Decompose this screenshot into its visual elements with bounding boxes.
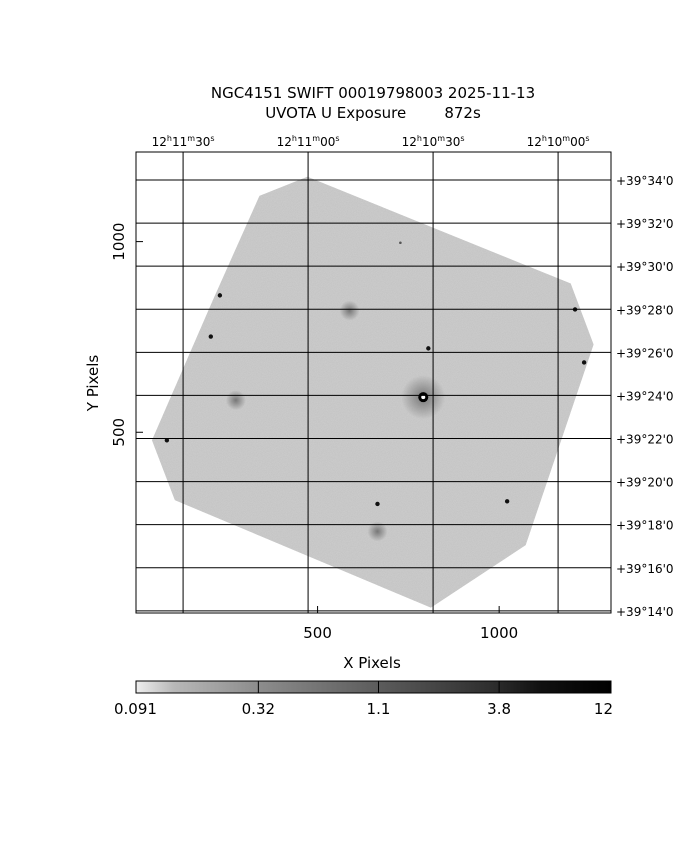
ra-tick-label: 12h10m30s	[402, 134, 465, 149]
x-axis-label: X Pixels	[343, 654, 401, 672]
dec-tick-label: +39°18'0	[616, 519, 674, 533]
colorbar-tick-label: 3.8	[487, 700, 511, 718]
colorbar-tick-label: 0.091	[114, 700, 157, 718]
dec-tick-label: +39°32'0	[616, 217, 674, 231]
star-source	[217, 293, 223, 298]
nucleus-core	[421, 395, 426, 400]
chart-title: NGC4151 SWIFT 00019798003 2025-11-13	[211, 84, 535, 102]
star-source	[208, 334, 214, 339]
coordinate-grid	[136, 152, 611, 613]
star-source	[375, 501, 380, 507]
dec-tick-label: +39°24'0	[616, 389, 674, 403]
dec-tick-label: +39°30'0	[616, 260, 674, 274]
ra-tick-label: 12h11m30s	[152, 134, 215, 149]
x-tick-label: 1000	[480, 624, 518, 642]
y-axis-label: Y Pixels	[84, 355, 102, 413]
x-tick-label: 500	[303, 624, 332, 642]
colorbar-tick-label: 0.32	[242, 700, 275, 718]
faint-source	[399, 241, 402, 245]
y-tick-label: 500	[110, 418, 128, 447]
star-source	[504, 499, 510, 504]
diffuse-source	[339, 300, 360, 321]
star-source	[581, 360, 587, 365]
ra-tick-label: 12h11m00s	[277, 134, 340, 149]
star-source	[164, 438, 170, 443]
chart-subtitle: UVOTA U Exposure 872s	[265, 104, 481, 122]
colorbar-tick-label: 1.1	[367, 700, 391, 718]
diffuse-source	[367, 521, 388, 542]
colorbar-tick-label: 12	[594, 700, 613, 718]
dec-tick-label: +39°14'0	[616, 605, 674, 619]
dec-tick-label: +39°16'0	[616, 562, 674, 576]
dec-tick-label: +39°26'0	[616, 346, 674, 360]
image-footprint	[151, 176, 594, 608]
plot-frame	[135, 151, 612, 614]
dec-tick-label: +39°20'0	[616, 476, 674, 490]
dec-tick-label: +39°22'0	[616, 433, 674, 447]
dec-tick-label: +39°34'0	[616, 174, 674, 188]
dec-tick-label: +39°28'0	[616, 303, 674, 317]
colorbar	[135, 680, 612, 694]
y-tick-label: 1000	[110, 223, 128, 261]
ra-tick-label: 12h10m00s	[527, 134, 590, 149]
star-source	[426, 346, 431, 351]
diffuse-source	[225, 390, 246, 411]
